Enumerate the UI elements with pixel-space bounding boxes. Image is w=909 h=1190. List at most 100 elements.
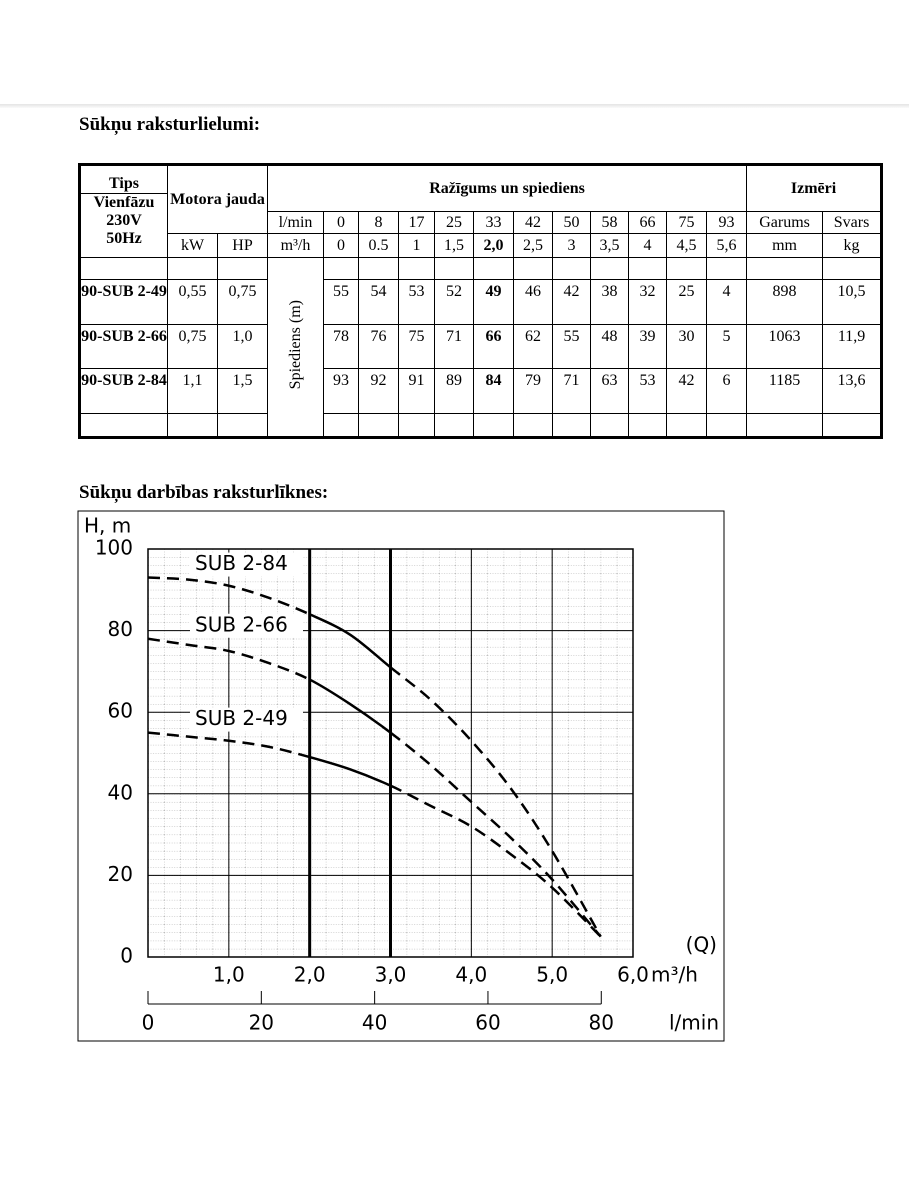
table-row: 90-SUB 2-84 1,1 1,5 93 92 91 89 84 79 71 63 53 42 6 11… [79, 368, 883, 414]
x2-axis-label: l/min [669, 1011, 719, 1035]
type-header-line: 50Hz [106, 230, 142, 247]
series-label-bg [190, 613, 303, 638]
series-label: SUB 2-84 [195, 551, 288, 575]
empty-cell [822, 413, 883, 438]
curve [309, 755, 392, 787]
curve [389, 731, 602, 938]
type-header: Tips Vienfāzu 230V 50Hz [79, 164, 168, 258]
table-row: 90-SUB 2-49 0,55 0,75 55 54 53 52 49 46 42 38 32 25 4… [79, 279, 883, 325]
head-value: 55 [552, 324, 591, 369]
empty-cell [705, 413, 748, 438]
head-value: 39 [628, 324, 667, 369]
curve [389, 666, 602, 938]
y-tick-label: 40 [108, 780, 133, 804]
empty-cell [323, 413, 359, 438]
flow-m3h: 2,0 [473, 233, 514, 258]
head-value: 46 [513, 279, 553, 325]
pump-type: 90-SUB 2-49 [79, 279, 168, 325]
heading: Sūkņu darbības raksturlīknes: [79, 482, 329, 503]
x2-tick-label: 20 [249, 1011, 274, 1035]
type-header-line: Vienfāzu [93, 194, 155, 211]
head-value: 54 [358, 279, 399, 325]
dimensions-header: Izmēri [746, 164, 883, 212]
empty-cell [167, 413, 218, 438]
table-row: l/min 0 8 17 25 33 42 50 58 66 75 93 Garums Svars [80, 211, 883, 234]
empty-cell [666, 413, 707, 438]
table-row: 90-SUB 2-66 0,75 1,0 78 76 75 71 66 62 55 48 39 30 5 1… [79, 324, 883, 369]
series-label-bg [190, 552, 303, 577]
curve [309, 613, 392, 669]
empty-cell [552, 413, 591, 438]
empty-cell [434, 413, 474, 438]
head-value: 78 [323, 324, 359, 369]
head-value: 38 [590, 279, 629, 325]
x2-tick-label: 60 [475, 1011, 500, 1035]
head-value: 76 [358, 324, 399, 369]
table-row [79, 413, 883, 438]
y-tick-label: 80 [108, 617, 133, 641]
weight: 10,5 [822, 279, 883, 325]
plot-frame [147, 548, 634, 958]
head-value: 6 [705, 368, 748, 414]
power-kw: 0,75 [167, 324, 218, 369]
type-header-line: Tips [80, 175, 167, 194]
dimension-header: Garums [746, 211, 824, 234]
y-tick-label: 60 [108, 699, 133, 723]
flow-m3h: 2,5 [513, 233, 553, 258]
head-value: 75 [398, 324, 435, 369]
x-tick-label: 2,0 [294, 963, 326, 987]
flow-m3h: 4,5 [666, 233, 707, 258]
x-axis-label: (Q) [686, 933, 717, 957]
x-tick-label: 3,0 [375, 963, 407, 987]
flow-m3h: 0.5 [358, 233, 399, 258]
flow-m3h: 0 [323, 233, 359, 258]
head-label-cell: Spiediens (m) [267, 257, 324, 438]
motor-header: Motora jauda [167, 164, 268, 234]
power-hp: 1,5 [217, 368, 268, 414]
pump-type: 90-SUB 2-66 [79, 324, 168, 369]
empty-cell [358, 413, 399, 438]
curve [389, 784, 602, 938]
x2-tick-label: 0 [142, 1011, 155, 1035]
head-value: 71 [552, 368, 591, 414]
curve [147, 576, 311, 616]
head-value: 53 [628, 368, 667, 414]
heading: Sūkņu raksturlielumi: [79, 114, 261, 135]
x2-tick-label: 80 [589, 1011, 614, 1035]
head-value: 79 [513, 368, 553, 414]
y-tick-label: 100 [95, 536, 133, 560]
dimension-header: Svars [822, 211, 883, 234]
head-value: 5 [705, 324, 748, 369]
curve [147, 731, 311, 759]
curve [309, 678, 392, 734]
flow-lmin: 33 [473, 211, 514, 234]
head-value: 4 [705, 279, 748, 325]
y-tick-label: 0 [120, 944, 133, 968]
flow-lmin: 75 [666, 211, 707, 234]
flow-m3h: 3,5 [590, 233, 629, 258]
power-kw: 0,55 [167, 279, 218, 325]
empty-cell [398, 413, 435, 438]
table-row: Spiediens (m) [79, 257, 883, 438]
head-value: 55 [323, 279, 359, 325]
flow-m3h: 5,6 [705, 233, 748, 258]
dimension-unit: kg [822, 233, 883, 258]
x-tick-label: 1,0 [213, 963, 245, 987]
head-value: 52 [434, 279, 474, 325]
flow-lmin: 42 [513, 211, 553, 234]
empty-cell [746, 413, 824, 438]
y-tick-label: 20 [108, 862, 133, 886]
head-value: 93 [323, 368, 359, 414]
dimension-unit: mm [746, 233, 824, 258]
head-value: 30 [666, 324, 707, 369]
y-axis-label: H, m [84, 514, 131, 538]
length: 1185 [746, 368, 824, 414]
series-label: SUB 2-66 [195, 612, 288, 636]
power-kw: 1,1 [167, 368, 218, 414]
empty-cell [217, 413, 268, 438]
series-label: SUB 2-49 [195, 706, 288, 730]
x2-tick-label: 40 [362, 1011, 387, 1035]
pump-type: 90-SUB 2-84 [79, 368, 168, 414]
length: 1063 [746, 324, 824, 369]
